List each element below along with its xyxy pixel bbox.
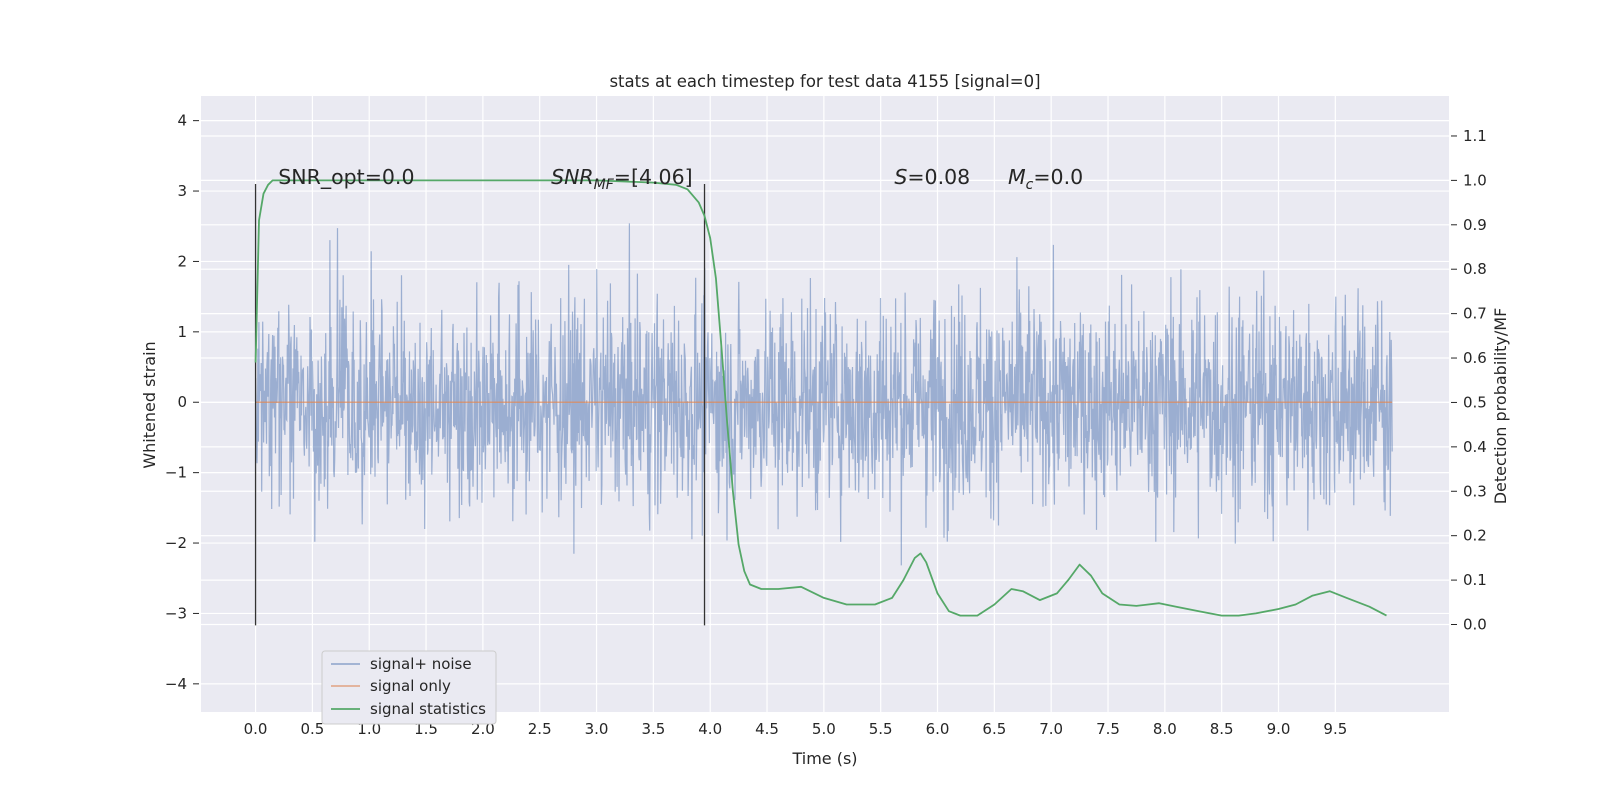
x-tick-label: 3.5 bbox=[641, 720, 665, 738]
y-tick-labels: −4 −3 −2 −1 0 1 2 3 4 bbox=[165, 112, 199, 693]
x-tick-label: 5.5 bbox=[869, 720, 893, 738]
x-tick-label: 7.0 bbox=[1039, 720, 1063, 738]
right-y-tick-label: 0.5 bbox=[1463, 393, 1487, 411]
x-tick-label: 4.0 bbox=[698, 720, 722, 738]
x-tick-label: 6.0 bbox=[926, 720, 950, 738]
y-tick-label: 3 bbox=[177, 182, 187, 200]
x-tick-label: 3.0 bbox=[585, 720, 609, 738]
right-y-tick-label: 0.2 bbox=[1463, 527, 1487, 545]
annotation-text: SNR_opt=0.0 bbox=[278, 165, 414, 190]
legend: signal+ noise signal only signal statist… bbox=[321, 650, 497, 725]
y-tick-label: −4 bbox=[165, 675, 187, 693]
signal-statistics-series bbox=[254, 179, 1387, 617]
signal-noise-line bbox=[255, 223, 1393, 566]
signal-statistics-line bbox=[254, 179, 1387, 617]
right-y-tick-label: 0.1 bbox=[1463, 571, 1487, 589]
x-tick-label: 9.0 bbox=[1267, 720, 1291, 738]
x-tick-label: 4.5 bbox=[755, 720, 779, 738]
right-y-tick-label: 0.8 bbox=[1463, 260, 1487, 278]
x-tick-label: 0.0 bbox=[244, 720, 268, 738]
right-y-tick-label: 0.6 bbox=[1463, 349, 1487, 367]
y-tick-label: 2 bbox=[177, 252, 187, 270]
y-tick-label: −1 bbox=[165, 464, 187, 482]
x-tick-label: 6.5 bbox=[982, 720, 1006, 738]
right-y-tick-label: 0.7 bbox=[1463, 305, 1487, 323]
legend-label-signal-noise: signal+ noise bbox=[370, 655, 472, 673]
annotation-text: SNRMF=[4.06] bbox=[551, 165, 693, 193]
x-axis-label: Time (s) bbox=[791, 749, 857, 768]
x-tick-label: 5.0 bbox=[812, 720, 836, 738]
chart-title: stats at each timestep for test data 415… bbox=[609, 72, 1040, 91]
right-y-tick-label: 0.0 bbox=[1463, 616, 1487, 634]
signal-noise-series bbox=[255, 223, 1393, 566]
marker-lines bbox=[254, 184, 706, 626]
x-tick-label: 9.5 bbox=[1323, 720, 1347, 738]
right-y-tick-label: 0.4 bbox=[1463, 438, 1487, 456]
legend-label-signal-only: signal only bbox=[370, 677, 451, 695]
x-tick-label: 8.0 bbox=[1153, 720, 1177, 738]
x-tick-label: 0.5 bbox=[300, 720, 324, 738]
right-y-tick-labels: 0.0 0.1 0.2 0.3 0.4 0.5 0.6 0.7 0.8 0.9 1.0 1.1 bbox=[1451, 127, 1487, 634]
y-tick-label: −3 bbox=[165, 604, 187, 622]
y-tick-label: −2 bbox=[165, 534, 187, 552]
x-tick-label: 7.5 bbox=[1096, 720, 1120, 738]
annotation-text: S=0.08 bbox=[894, 165, 970, 189]
x-tick-label: 2.5 bbox=[528, 720, 552, 738]
y-tick-label: 0 bbox=[177, 393, 187, 411]
legend-label-signal-statistics: signal statistics bbox=[370, 700, 486, 718]
y-tick-label: 4 bbox=[177, 112, 187, 130]
annotations: SNR_opt=0.0 SNRMF=[4.06] S=0.08 Mc=0.0 bbox=[278, 165, 1083, 193]
right-y-axis-label: Detection probability/MF bbox=[1491, 308, 1510, 505]
y-tick-label: 1 bbox=[177, 323, 187, 341]
right-y-tick-label: 0.3 bbox=[1463, 482, 1487, 500]
y-axis-label: Whitened strain bbox=[140, 341, 159, 468]
annotation-text: Mc=0.0 bbox=[1008, 165, 1083, 193]
x-tick-label: 8.5 bbox=[1210, 720, 1234, 738]
right-y-tick-label: 1.0 bbox=[1463, 171, 1487, 189]
right-y-tick-label: 0.9 bbox=[1463, 216, 1487, 234]
legend-box bbox=[321, 650, 497, 725]
right-y-tick-label: 1.1 bbox=[1463, 127, 1487, 145]
